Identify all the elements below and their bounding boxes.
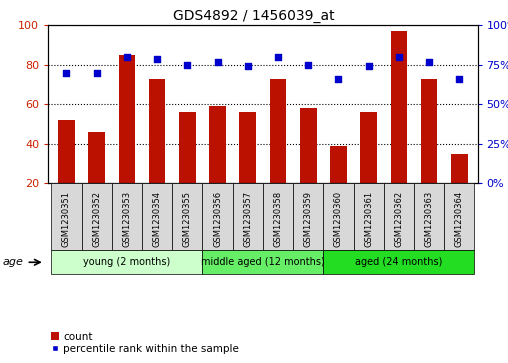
Text: GDS4892 / 1456039_at: GDS4892 / 1456039_at xyxy=(173,9,335,23)
Point xyxy=(244,64,252,69)
Point xyxy=(274,54,282,60)
Bar xyxy=(391,31,407,183)
Bar xyxy=(360,112,377,183)
Text: aged (24 months): aged (24 months) xyxy=(355,257,442,267)
Point xyxy=(455,76,463,82)
Text: GSM1230353: GSM1230353 xyxy=(122,191,132,247)
Point xyxy=(365,64,373,69)
Text: GSM1230357: GSM1230357 xyxy=(243,191,252,247)
Text: GSM1230358: GSM1230358 xyxy=(273,191,282,247)
Bar xyxy=(451,154,468,183)
Point xyxy=(123,54,131,60)
Bar xyxy=(209,106,226,183)
Text: young (2 months): young (2 months) xyxy=(83,257,171,267)
Text: GSM1230361: GSM1230361 xyxy=(364,191,373,247)
Point xyxy=(425,59,433,65)
Bar xyxy=(88,132,105,183)
Point xyxy=(92,70,101,76)
Text: GSM1230356: GSM1230356 xyxy=(213,191,222,247)
Point xyxy=(62,70,71,76)
Text: GSM1230351: GSM1230351 xyxy=(62,191,71,247)
Point xyxy=(213,59,221,65)
Text: GSM1230355: GSM1230355 xyxy=(183,191,192,247)
Bar xyxy=(270,79,287,183)
Text: GSM1230362: GSM1230362 xyxy=(394,191,403,247)
Point xyxy=(395,54,403,60)
Text: GSM1230363: GSM1230363 xyxy=(425,191,434,247)
Bar xyxy=(58,120,75,183)
Text: GSM1230364: GSM1230364 xyxy=(455,191,464,247)
Bar xyxy=(179,112,196,183)
Bar xyxy=(118,55,135,183)
Bar xyxy=(239,112,256,183)
Text: GSM1230359: GSM1230359 xyxy=(304,191,313,247)
Legend: count, percentile rank within the sample: count, percentile rank within the sample xyxy=(51,331,239,354)
Bar xyxy=(300,108,316,183)
Point xyxy=(153,56,161,61)
Text: middle aged (12 months): middle aged (12 months) xyxy=(201,257,325,267)
Bar xyxy=(421,79,437,183)
Bar xyxy=(330,146,347,183)
Point xyxy=(334,76,342,82)
Point xyxy=(304,62,312,68)
Point xyxy=(183,62,192,68)
Text: GSM1230360: GSM1230360 xyxy=(334,191,343,247)
Text: age: age xyxy=(3,257,23,267)
Text: GSM1230354: GSM1230354 xyxy=(152,191,162,247)
Bar xyxy=(149,79,166,183)
Text: GSM1230352: GSM1230352 xyxy=(92,191,101,247)
